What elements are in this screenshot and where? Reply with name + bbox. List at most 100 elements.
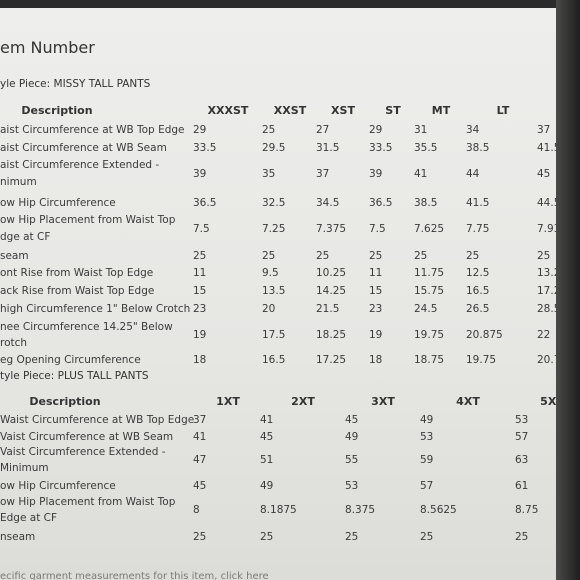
row-description: Vaist Circumference Extended - xyxy=(0,446,166,458)
cell-value: 17.5 xyxy=(262,329,286,341)
cell-value: 33.5 xyxy=(193,142,217,154)
cell-value: 20.75 xyxy=(537,354,556,366)
cell-value: 61 xyxy=(515,480,529,492)
cell-value: 10.25 xyxy=(316,267,347,279)
cell-value: 8 xyxy=(193,504,200,516)
cell-value: 39 xyxy=(369,167,383,180)
link-text[interactable]: ecific garment measurements for this ite… xyxy=(0,571,269,580)
cell-value: 8.5625 xyxy=(420,504,457,516)
cell-value: 41.5 xyxy=(537,142,556,154)
cell-value: 15 xyxy=(193,285,207,297)
cell-value: 11.75 xyxy=(414,267,445,279)
cell-value: 18.25 xyxy=(316,329,347,341)
cell-value: 13.5 xyxy=(262,285,286,297)
cell-value: 17.25 xyxy=(316,354,347,366)
cell-value: 17.25 xyxy=(537,285,556,297)
style-piece-label: yle Piece: MISSY TALL PANTS xyxy=(0,78,151,90)
column-header: ST xyxy=(385,104,401,117)
cell-value: 20.875 xyxy=(466,329,503,341)
cell-value: 25 xyxy=(193,531,207,543)
cell-value: 9.5 xyxy=(262,267,279,279)
cell-value: 47 xyxy=(193,454,207,466)
cell-value: 38.5 xyxy=(414,197,438,209)
cell-value: 55 xyxy=(345,454,359,466)
cell-value: 41 xyxy=(193,431,207,443)
cell-value: 13.25 xyxy=(537,267,556,279)
row-description: ow Hip Circumference xyxy=(0,480,116,492)
cell-value: 57 xyxy=(515,431,529,443)
row-description: nimum xyxy=(0,176,37,188)
column-header: 2XT xyxy=(291,395,315,408)
cell-value: 8.1875 xyxy=(260,504,297,516)
cell-value: 15.75 xyxy=(414,285,445,297)
cell-value: 34 xyxy=(466,124,480,136)
cell-value: 41 xyxy=(260,414,274,426)
cell-value: 63 xyxy=(515,454,529,466)
row-description: dge at CF xyxy=(0,231,51,243)
row-description: aist Circumference at WB Seam xyxy=(0,142,167,154)
cell-value: 25 xyxy=(420,531,434,543)
cell-value: 31.5 xyxy=(316,142,340,154)
cell-value: 28.5 xyxy=(537,303,556,315)
cell-value: 37 xyxy=(537,124,551,136)
cell-value: 18.75 xyxy=(414,354,445,366)
cell-value: 39 xyxy=(193,167,207,180)
cell-value: 11 xyxy=(193,267,207,279)
cell-value: 44.5 xyxy=(537,197,556,209)
column-header: 4XT xyxy=(456,395,480,408)
cell-value: 57 xyxy=(420,480,434,492)
cell-value: 25 xyxy=(466,250,480,262)
column-header: Description xyxy=(29,395,101,408)
style-piece-label: tyle Piece: PLUS TALL PANTS xyxy=(0,370,149,382)
row-description: Minimum xyxy=(0,462,49,474)
row-description: Waist Circumference at WB Top Edge xyxy=(0,414,195,426)
cell-value: 25 xyxy=(537,250,551,262)
cell-value: 7.9375 xyxy=(537,222,556,235)
cell-value: 45 xyxy=(193,480,207,492)
cell-value: 35.5 xyxy=(414,142,438,154)
cell-value: 31 xyxy=(414,124,428,136)
cell-value: 45 xyxy=(345,414,359,426)
cell-value: 23 xyxy=(369,303,383,315)
cell-value: 35 xyxy=(262,167,276,180)
row-description: seam xyxy=(0,250,29,262)
cell-value: 29.5 xyxy=(262,142,286,154)
row-description: nseam xyxy=(0,531,36,543)
cell-value: 25 xyxy=(316,250,330,262)
cell-value: 25 xyxy=(414,250,428,262)
cell-value: 18 xyxy=(193,354,207,366)
cell-value: 19.75 xyxy=(466,354,497,366)
cell-value: 7.25 xyxy=(262,222,286,235)
cell-value: 32.5 xyxy=(262,197,286,209)
column-header: 5XT xyxy=(540,395,556,408)
row-description: ow Hip Placement from Waist Top xyxy=(0,214,176,226)
row-description: Vaist Circumference at WB Seam xyxy=(0,431,174,443)
cell-value: 19 xyxy=(193,329,207,341)
row-description: ow Hip Circumference xyxy=(0,197,116,209)
cell-value: 44 xyxy=(466,167,480,180)
row-description: high Circumference 1" Below Crotch xyxy=(0,303,191,315)
row-description: eg Opening Circumference xyxy=(0,354,141,366)
cell-value: 59 xyxy=(420,454,434,466)
cell-value: 25 xyxy=(515,531,529,543)
row-description: aist Circumference at WB Top Edge xyxy=(0,124,185,136)
cell-value: 7.5 xyxy=(369,222,386,235)
column-header: Description xyxy=(21,104,93,117)
row-description: aist Circumference Extended - xyxy=(0,159,160,171)
cell-value: 49 xyxy=(345,431,359,443)
row-description: Edge at CF xyxy=(0,512,58,524)
cell-value: 21.5 xyxy=(316,303,340,315)
cell-value: 19 xyxy=(369,329,383,341)
cell-value: 25 xyxy=(193,250,207,262)
cell-value: 27 xyxy=(316,124,330,136)
cell-value: 25 xyxy=(345,531,359,543)
cell-value: 18 xyxy=(369,354,383,366)
cell-value: 7.625 xyxy=(414,222,445,235)
cell-value: 20 xyxy=(262,303,276,315)
cell-value: 19.75 xyxy=(414,329,445,341)
cell-value: 36.5 xyxy=(369,197,393,209)
cell-value: 51 xyxy=(260,454,274,466)
cell-value: 33.5 xyxy=(369,142,393,154)
cell-value: 53 xyxy=(515,414,529,426)
